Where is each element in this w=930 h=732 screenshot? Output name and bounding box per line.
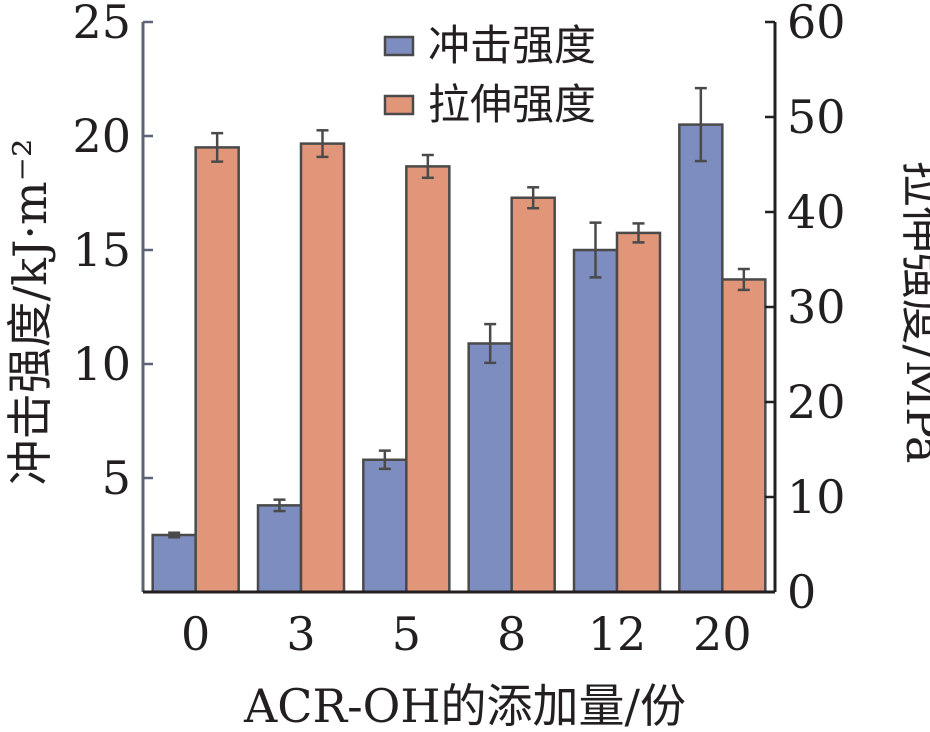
- bar-impact-5: [362, 458, 408, 594]
- left-ticks: 5 10 15 20 25: [72, 0, 153, 505]
- bar-tensile-12: [615, 231, 662, 594]
- bar-tensile-5: [405, 165, 451, 594]
- bar-tensile-0: [194, 146, 240, 594]
- left-tick-label-25: 25: [72, 0, 131, 49]
- left-tick-label-15: 15: [72, 223, 131, 277]
- x-axis-title: ACR-OH的添加量/份: [243, 679, 686, 732]
- legend: 冲击强度 拉伸强度: [383, 21, 596, 129]
- legend-label-impact: 冲击强度: [428, 21, 596, 70]
- error-bar-impact-3: [273, 498, 286, 513]
- bar-impact-20: [678, 123, 724, 594]
- right-tick-label-40: 40: [787, 185, 846, 239]
- bars-layer: [151, 86, 767, 594]
- x-tick-label-3: 3: [286, 607, 315, 661]
- right-tick-label-0: 0: [787, 565, 816, 619]
- right-tick-label-60: 60: [787, 0, 846, 49]
- right-y-axis-title: 拉伸强度/MPa: [896, 161, 930, 464]
- right-tick-label-30: 30: [787, 280, 846, 334]
- x-tick-label-5: 5: [392, 607, 421, 661]
- x-tick-label-8: 8: [497, 607, 526, 661]
- right-tick-label-10: 10: [787, 470, 846, 524]
- error-bar-tensile-0: [211, 131, 224, 163]
- left-tick-label-10: 10: [72, 337, 131, 391]
- left-tick-label-5: 5: [102, 451, 131, 505]
- x-ticks: 0 3 5 8 12 20: [181, 607, 752, 661]
- left-tick-label-20: 20: [72, 109, 131, 163]
- bar-tensile-8: [510, 196, 556, 594]
- bar-impact-8: [467, 342, 513, 594]
- right-tick-label-50: 50: [787, 90, 846, 144]
- x-tick-label-20: 20: [693, 607, 752, 661]
- legend-label-tensile: 拉伸强度: [428, 80, 596, 129]
- legend-swatch-impact: [383, 35, 415, 57]
- error-bar-impact-5: [378, 449, 391, 471]
- error-bar-tensile-20: [737, 267, 750, 292]
- error-bar-impact-20: [694, 86, 707, 163]
- error-bar-tensile-12: [632, 222, 645, 244]
- right-ticks: 0 10 20 30 40 50 60: [765, 0, 846, 619]
- error-bar-tensile-5: [421, 153, 434, 180]
- bar-tensile-3: [299, 142, 346, 594]
- error-bar-tensile-8: [527, 186, 540, 210]
- legend-swatch-tensile: [383, 94, 415, 116]
- error-bar-impact-12: [589, 221, 602, 279]
- error-bar-tensile-3: [316, 129, 329, 159]
- right-tick-label-20: 20: [787, 375, 846, 429]
- bar-impact-0: [151, 533, 197, 594]
- bar-impact-12: [572, 248, 619, 594]
- left-y-axis-title: 冲击强度/kJ·m⁻²: [3, 139, 57, 486]
- error-bar-impact-0: [168, 531, 181, 539]
- bar-tensile-20: [721, 278, 767, 594]
- x-tick-label-12: 12: [588, 607, 647, 661]
- x-tick-label-0: 0: [181, 607, 210, 661]
- bar-impact-3: [256, 504, 303, 594]
- error-bar-impact-8: [484, 322, 497, 365]
